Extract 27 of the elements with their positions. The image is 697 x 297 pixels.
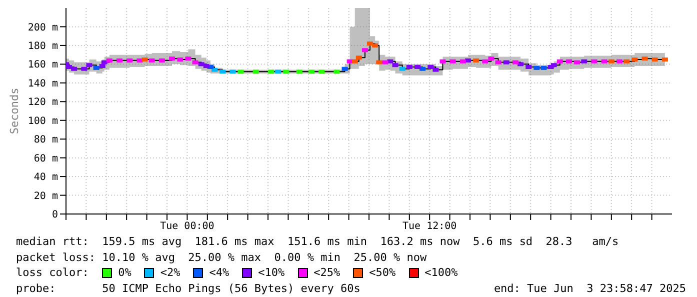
legend-label: 0% [118,265,132,280]
y-tick-label: 160 m [28,60,58,71]
point [518,62,524,66]
y-tick-label: 60 m [34,153,58,164]
legend-label: <25% [314,265,340,280]
y-axis-title: Seconds [8,88,21,134]
x-tick-label: Tue 00:00 [160,221,214,232]
legend-label: <10% [258,265,285,280]
text: end: Tue Jun 3 23:58:47 2025 [494,280,686,296]
y-tick-label: 40 m [34,172,58,184]
y-tick-label: 20 m [34,190,58,202]
legend-label: <2% [160,265,180,280]
y-tick-label: 80 m [34,134,58,146]
legend-title: loss color: [16,265,89,280]
y-tick-label: 0 [52,210,58,221]
text: probe: 50 ICMP Echo Pings (56 Bytes) every 60s [16,280,360,296]
y-tick-label: 100 m [28,116,58,127]
legend-label: <4% [209,265,230,280]
text: packet loss: 10.10 % avg 25.00 % max 0.00 % min 25.00 % now [16,250,428,265]
y-tick-label: 200 m [28,22,58,34]
legend-label: <100% [424,265,458,280]
y-tick-label: 140 m [28,78,58,90]
legend-label: <50% [369,265,396,280]
x-tick-label: Tue 12:00 [402,221,457,232]
text: median rtt: 159.5 ms avg 181.6 ms max 151.6 ms min 163.2 ms now 5.6 ms sd 28.3 am/s [16,234,620,250]
y-tick-label: 180 m [28,41,58,52]
y-tick-label: 120 m [28,97,58,108]
